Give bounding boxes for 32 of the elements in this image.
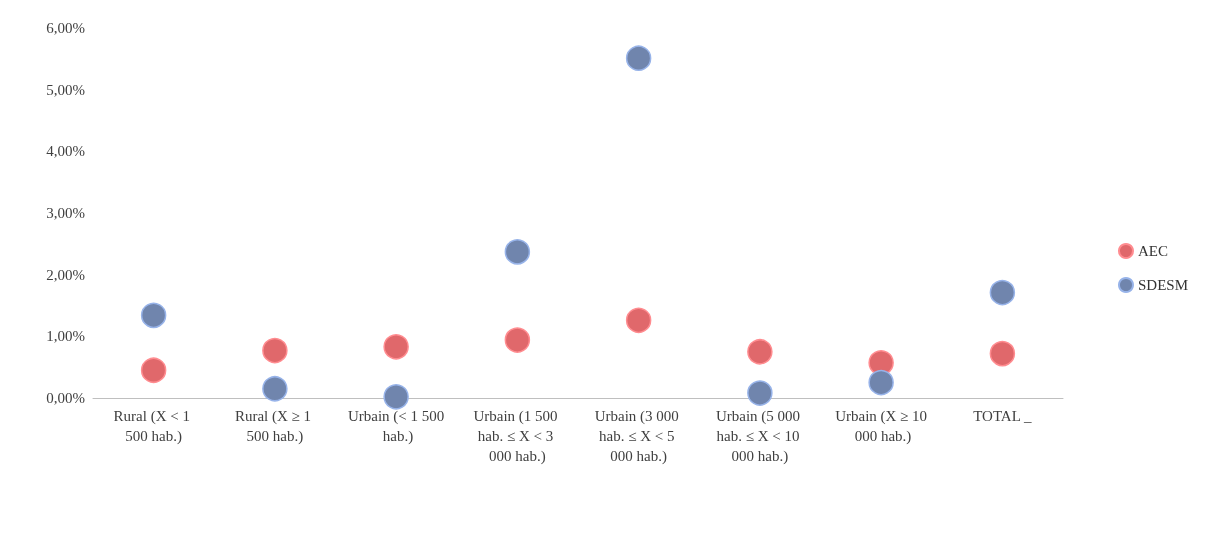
y-tick-label: 6,00% [46, 20, 85, 36]
point [504, 327, 531, 353]
x-tick-label: Urbain (3 000 hab. ≤ X < 5 000 hab.) [594, 408, 683, 465]
point [262, 337, 288, 364]
legend-label: AEC [1137, 243, 1168, 259]
point [262, 376, 288, 402]
y-tick-label: 2,00% [46, 266, 85, 283]
y-tick-label: 0,00% [46, 390, 85, 406]
point [747, 339, 773, 365]
y-tick-label: 4,00% [46, 143, 85, 160]
x-tick-label: Rural (X ≥ 1 500 hab.) [234, 408, 315, 445]
legend-label: SDESM [1137, 277, 1189, 293]
point [140, 357, 167, 383]
y-tick-label: 5,00% [46, 81, 85, 98]
point [504, 239, 531, 265]
point [989, 340, 1016, 367]
x-tick-label: Urbain (5 000 hab. ≤ X < 10 000 hab.) [715, 408, 804, 465]
point [625, 307, 652, 334]
y-tick-label: 3,00% [46, 205, 85, 221]
point [140, 302, 167, 329]
point [868, 369, 894, 396]
point [625, 45, 652, 71]
point [747, 380, 773, 406]
x-tick-label: Urbain (< 1 500 hab.) [347, 408, 445, 445]
point [383, 384, 409, 410]
point [383, 334, 409, 360]
x-tick-label: Urbain (1 500 hab. ≤ X < 3 000 hab.) [473, 408, 562, 465]
x-tick-label: Rural (X < 1 500 hab.) [113, 408, 194, 445]
y-tick-label: 1,00% [46, 328, 85, 345]
point [989, 279, 1016, 306]
x-tick-label: TOTAL _ [973, 408, 1033, 424]
x-tick-label: Urbain (X ≥ 10 000 hab.) [835, 408, 928, 445]
